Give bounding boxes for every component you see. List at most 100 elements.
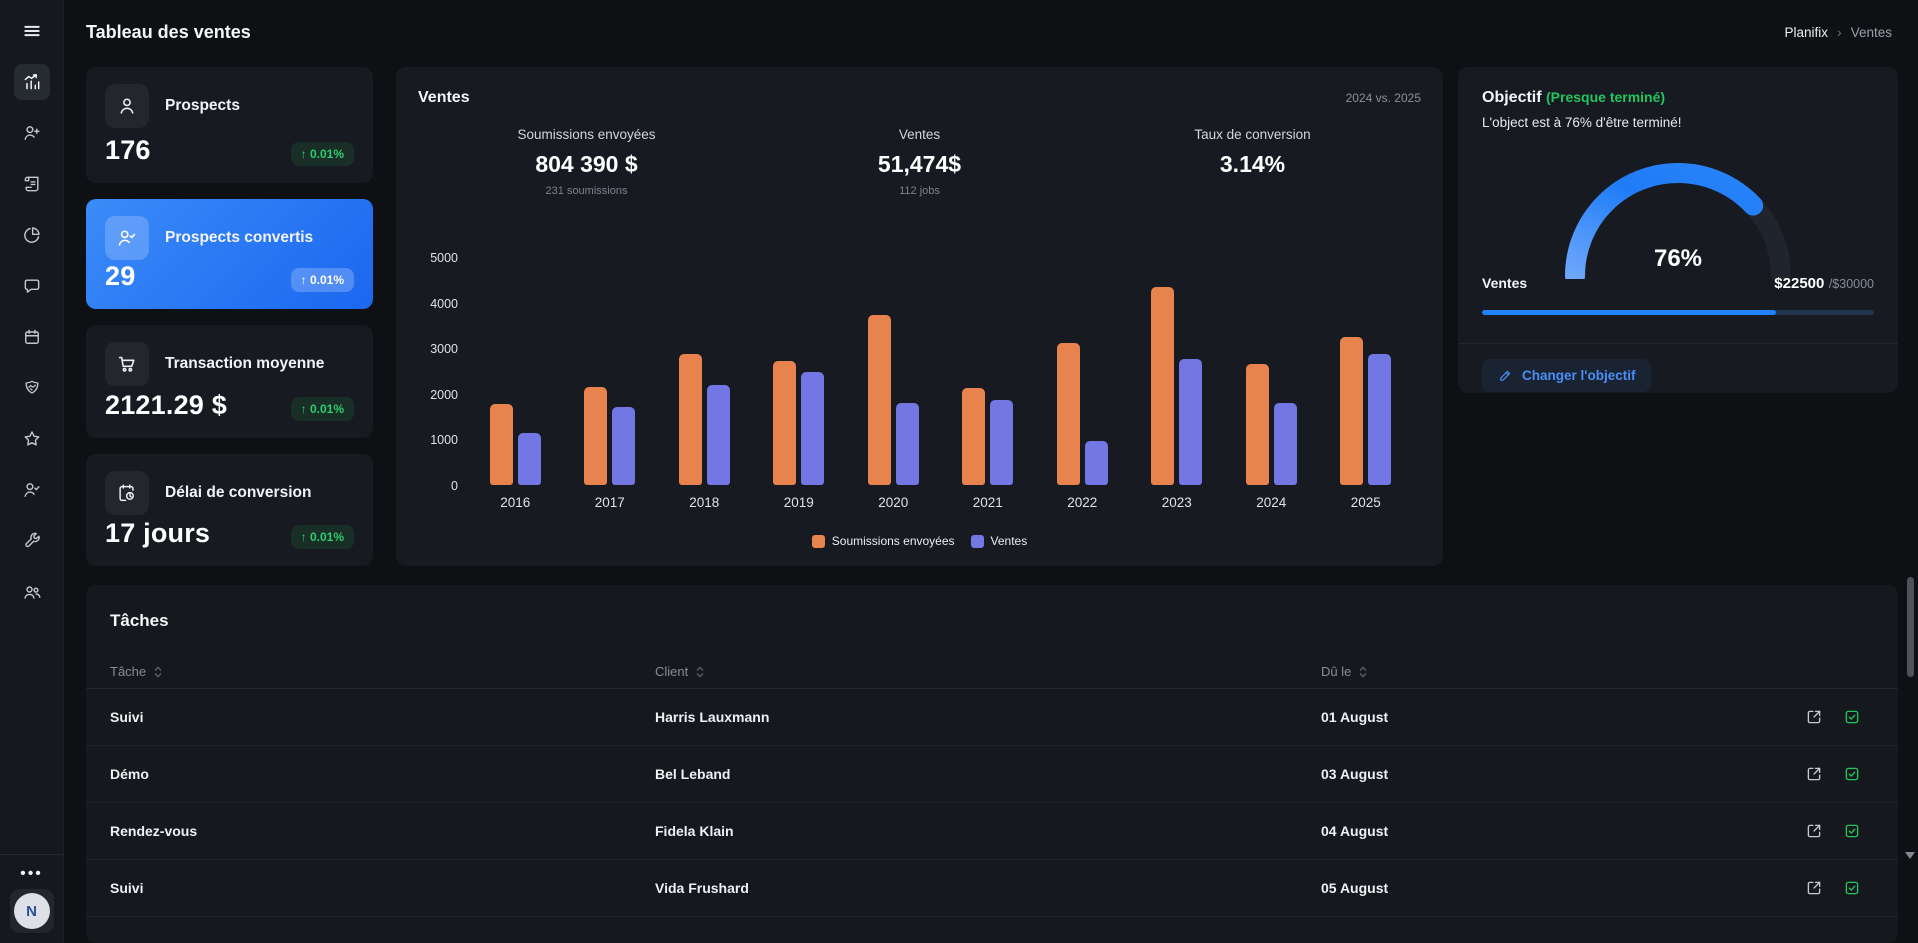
y-tick-label: 2000 xyxy=(430,387,458,402)
x-axis-label: 2019 xyxy=(783,495,814,510)
legend-item-soumissions[interactable]: Soumissions envoyées xyxy=(811,534,955,548)
bar-ventes xyxy=(1179,359,1203,485)
y-tick-label: 1000 xyxy=(430,433,458,448)
cell-task: Rendez-vous xyxy=(110,823,198,839)
objective-status: (Presque terminé) xyxy=(1546,89,1666,105)
gauge-percent-label: 76% xyxy=(1653,245,1703,272)
kpi-taux-conversion: Taux de conversion 3.14% xyxy=(1086,127,1419,197)
message-icon xyxy=(24,279,39,293)
user-plus-icon xyxy=(23,126,40,140)
column-header-du-le[interactable]: Dû le xyxy=(1321,664,1762,679)
stat-label: Prospects convertis xyxy=(165,229,314,246)
stat-delta-badge: ↑ 0.01% xyxy=(290,525,354,549)
external-link-icon[interactable] xyxy=(1804,878,1824,898)
tasks-title: Tâches xyxy=(110,611,169,630)
stat-value: 17 jours xyxy=(105,518,211,548)
chart-legend: Soumissions envoyées Ventes xyxy=(396,534,1443,548)
x-axis-label: 2016 xyxy=(500,495,531,510)
sidebar-item-dashboard[interactable] xyxy=(13,64,50,100)
legend-item-ventes[interactable]: Ventes xyxy=(970,534,1028,548)
external-link-icon[interactable] xyxy=(1804,821,1824,841)
bar-soumissions xyxy=(867,314,891,485)
scrollbar-thumb[interactable] xyxy=(1907,577,1914,677)
sidebar-item-tools[interactable] xyxy=(14,523,50,559)
legend-label: Ventes xyxy=(990,534,1028,548)
cell-task: Suivi xyxy=(110,880,144,896)
more-icon[interactable]: ••• xyxy=(20,865,43,882)
sidebar-item-messages[interactable] xyxy=(14,268,50,304)
bar-ventes xyxy=(612,407,636,485)
star-icon xyxy=(24,431,39,446)
bar-ventes xyxy=(1273,402,1297,485)
sidebar-item-team[interactable] xyxy=(14,574,50,610)
objective-target-value: /$30000 xyxy=(1828,277,1874,291)
calendar-icon xyxy=(24,329,39,344)
objective-title: Objectif (Presque terminé) xyxy=(1482,89,1666,106)
bar-soumissions xyxy=(962,388,986,485)
x-axis-label: 2023 xyxy=(1161,495,1192,510)
stat-label: Prospects xyxy=(165,97,240,114)
bar-chart: 0 1000 2000 3000 4000 5000 2016 2017 2018 2019 20… xyxy=(420,251,1413,510)
change-objective-label: Changer l'objectif xyxy=(1522,368,1636,383)
bar-ventes xyxy=(1368,354,1392,485)
objective-progress-bar xyxy=(1482,310,1874,315)
kpi-label: Soumissions envoyées xyxy=(517,127,656,142)
stat-card-delai-conversion[interactable]: Délai de conversion 17 jours ↑ 0.01% xyxy=(86,454,373,566)
stat-delta-badge: ↑ 0.01% xyxy=(290,397,354,421)
check-square-icon[interactable] xyxy=(1842,764,1862,784)
external-link-icon[interactable] xyxy=(1804,764,1824,784)
sidebar: ••• N xyxy=(0,0,64,943)
sidebar-item-calendar[interactable] xyxy=(14,319,50,355)
cell-task: Démo xyxy=(110,766,149,782)
menu-icon[interactable] xyxy=(14,16,50,46)
change-objective-button[interactable]: Changer l'objectif xyxy=(1482,359,1652,392)
handshake-icon xyxy=(25,380,38,394)
column-header-tache[interactable]: Tâche xyxy=(110,664,655,679)
bar-soumissions xyxy=(773,360,797,485)
external-link-icon[interactable] xyxy=(1804,707,1824,727)
chart-bar-group: 2020 xyxy=(867,257,919,510)
sidebar-item-deals[interactable] xyxy=(14,370,50,406)
y-tick-label: 4000 xyxy=(430,296,458,311)
objective-current-value: $22500 xyxy=(1774,275,1825,292)
check-square-icon[interactable] xyxy=(1842,878,1862,898)
sales-kpis: Soumissions envoyées 804 390 $ 231 soumi… xyxy=(420,127,1419,197)
avatar[interactable]: N xyxy=(9,889,54,933)
stat-card-prospects-convertis[interactable]: Prospects convertis 29 ↑ 0.01% xyxy=(86,199,373,309)
column-header-client[interactable]: Client xyxy=(655,664,1321,679)
chart-bar-group: 2021 xyxy=(962,257,1014,510)
kpi-value: 3.14% xyxy=(1219,151,1286,177)
tasks-card: Tâches Tâche Client Dû le Suivi Harris L… xyxy=(86,585,1898,943)
tasks-table-body: Suivi Harris Lauxmann 01 August Démo Bel… xyxy=(86,689,1898,917)
sort-icon xyxy=(696,666,704,677)
breadcrumb-app[interactable]: Planifix xyxy=(1784,24,1829,40)
sidebar-item-invoices[interactable] xyxy=(14,166,50,202)
table-row: Démo Bel Leband 03 August xyxy=(86,746,1898,803)
scroll-down-arrow-icon[interactable] xyxy=(1905,852,1915,859)
table-row: Rendez-vous Fidela Klain 04 August xyxy=(86,803,1898,860)
bar-soumissions xyxy=(1056,342,1080,485)
x-axis-label: 2025 xyxy=(1350,495,1381,510)
bar-ventes xyxy=(895,403,919,485)
cell-client: Bel Leband xyxy=(655,766,731,782)
stat-card-transaction-moyenne[interactable]: Transaction moyenne 2121.29 $ ↑ 0.01% xyxy=(86,325,373,438)
sidebar-item-favorites[interactable] xyxy=(14,421,50,457)
sidebar-item-prospects[interactable] xyxy=(14,115,50,151)
check-square-icon[interactable] xyxy=(1842,707,1862,727)
objective-card: Objectif (Presque terminé) L'object est … xyxy=(1458,67,1898,393)
table-row: Suivi Harris Lauxmann 01 August xyxy=(86,689,1898,746)
sidebar-item-reports[interactable] xyxy=(14,217,50,253)
chart-bar-group: 2016 xyxy=(489,257,541,510)
y-tick-label: 5000 xyxy=(430,251,458,265)
invoice-icon xyxy=(24,176,39,192)
user-check-icon xyxy=(23,483,40,497)
sidebar-item-clients[interactable] xyxy=(14,472,50,508)
stat-card-prospects[interactable]: Prospects 176 ↑ 0.01% xyxy=(86,67,373,183)
check-square-icon[interactable] xyxy=(1842,821,1862,841)
bar-ventes xyxy=(990,400,1014,485)
chart-bar-group: 2023 xyxy=(1151,257,1203,510)
chart-bar-group: 2024 xyxy=(1245,257,1297,510)
x-axis-label: 2020 xyxy=(878,495,909,510)
user-check-icon xyxy=(105,216,149,260)
